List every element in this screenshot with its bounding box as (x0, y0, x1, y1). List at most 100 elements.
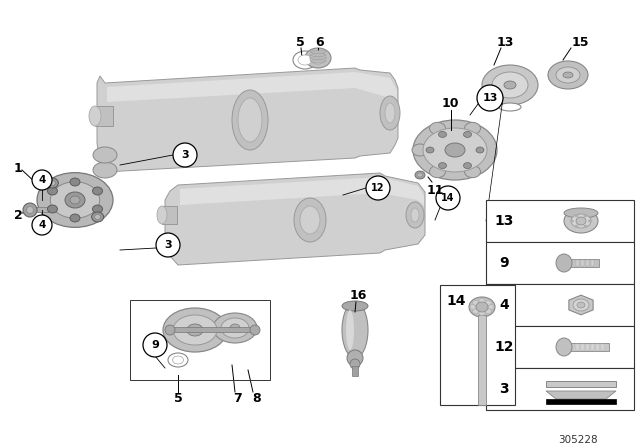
Ellipse shape (573, 299, 589, 311)
Ellipse shape (173, 315, 217, 345)
Bar (95, 106, 113, 126)
Ellipse shape (476, 147, 484, 153)
Ellipse shape (413, 120, 497, 180)
Ellipse shape (310, 56, 326, 60)
Ellipse shape (250, 325, 260, 335)
Text: 13: 13 (483, 93, 498, 103)
Ellipse shape (463, 163, 472, 168)
Text: 4: 4 (38, 220, 45, 230)
Ellipse shape (423, 128, 487, 172)
Bar (478, 315, 486, 405)
Ellipse shape (347, 350, 363, 366)
Bar (486, 284, 634, 326)
Ellipse shape (93, 162, 117, 178)
Polygon shape (97, 68, 398, 172)
Text: 9: 9 (499, 256, 509, 270)
Ellipse shape (463, 131, 472, 138)
Bar (586, 260, 589, 266)
Ellipse shape (95, 215, 100, 220)
Ellipse shape (472, 300, 479, 305)
Ellipse shape (93, 147, 117, 163)
Circle shape (143, 333, 167, 357)
Text: 11: 11 (426, 184, 444, 197)
Ellipse shape (305, 48, 331, 68)
Ellipse shape (584, 225, 588, 228)
Circle shape (32, 170, 52, 190)
Bar (486, 242, 634, 284)
Bar (581, 260, 584, 266)
Ellipse shape (26, 207, 33, 214)
Bar (546, 399, 616, 404)
Text: 4: 4 (499, 298, 509, 312)
Ellipse shape (157, 206, 167, 224)
Bar (564, 259, 599, 267)
Ellipse shape (70, 196, 80, 204)
Text: 305228: 305228 (558, 435, 598, 445)
Circle shape (477, 85, 503, 111)
Circle shape (173, 143, 197, 167)
Ellipse shape (445, 143, 465, 157)
Bar (586, 344, 589, 350)
Ellipse shape (429, 166, 445, 178)
Polygon shape (569, 295, 593, 315)
Circle shape (32, 215, 52, 235)
Bar (601, 344, 604, 350)
Ellipse shape (412, 144, 428, 156)
Ellipse shape (576, 217, 586, 225)
Ellipse shape (415, 171, 425, 179)
Ellipse shape (465, 166, 481, 178)
Bar (486, 368, 634, 410)
Text: 6: 6 (316, 35, 324, 48)
Text: 2: 2 (13, 208, 22, 221)
Polygon shape (546, 381, 616, 387)
Text: 14: 14 (441, 193, 455, 203)
Ellipse shape (571, 214, 591, 228)
Bar (28, 207, 48, 212)
Ellipse shape (294, 198, 326, 242)
Bar (591, 344, 594, 350)
Ellipse shape (47, 187, 58, 195)
Ellipse shape (564, 209, 598, 233)
Circle shape (436, 186, 460, 210)
Text: 3: 3 (499, 382, 509, 396)
Ellipse shape (472, 309, 479, 314)
Ellipse shape (438, 163, 447, 168)
Ellipse shape (476, 302, 488, 312)
Bar (591, 260, 594, 266)
Text: 1: 1 (13, 161, 22, 175)
Bar (170, 327, 255, 332)
Ellipse shape (163, 308, 227, 352)
Bar (486, 326, 634, 368)
Ellipse shape (479, 298, 485, 303)
Ellipse shape (238, 98, 262, 142)
Ellipse shape (556, 338, 572, 356)
Ellipse shape (411, 208, 419, 222)
Ellipse shape (482, 65, 538, 105)
Bar (576, 344, 579, 350)
Ellipse shape (70, 214, 80, 222)
Ellipse shape (488, 305, 494, 310)
Ellipse shape (310, 60, 326, 63)
Ellipse shape (380, 96, 400, 130)
Ellipse shape (310, 53, 326, 56)
Text: 15: 15 (572, 35, 589, 48)
Bar (440, 285, 515, 405)
Text: 12: 12 (494, 340, 514, 354)
Text: 13: 13 (494, 214, 514, 228)
Ellipse shape (479, 310, 485, 315)
Bar (352, 366, 358, 376)
Ellipse shape (426, 147, 434, 153)
Ellipse shape (168, 353, 188, 367)
Bar (486, 200, 634, 242)
Ellipse shape (563, 72, 573, 78)
Text: 5: 5 (173, 392, 182, 405)
Ellipse shape (429, 122, 445, 134)
Ellipse shape (230, 324, 240, 332)
Ellipse shape (588, 220, 592, 223)
Ellipse shape (46, 178, 58, 188)
Ellipse shape (298, 55, 312, 65)
Ellipse shape (499, 103, 521, 111)
Ellipse shape (342, 302, 368, 358)
Polygon shape (165, 173, 425, 265)
Text: 3: 3 (181, 150, 189, 160)
